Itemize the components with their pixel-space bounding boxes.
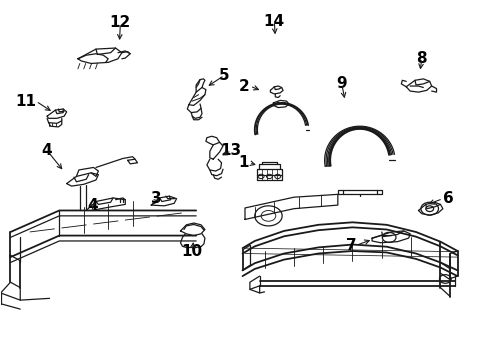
Text: 1: 1 [239, 155, 249, 170]
Text: 5: 5 [219, 68, 230, 83]
Text: 3: 3 [151, 191, 161, 206]
Text: 12: 12 [110, 15, 131, 31]
Text: 2: 2 [239, 78, 250, 94]
Text: 4: 4 [42, 143, 52, 158]
Text: 11: 11 [15, 94, 36, 109]
Text: 6: 6 [443, 191, 454, 206]
Text: 10: 10 [182, 244, 203, 259]
Text: 9: 9 [337, 76, 347, 91]
Text: 4: 4 [87, 198, 98, 213]
Text: 8: 8 [416, 50, 427, 66]
Text: 14: 14 [264, 14, 285, 29]
Text: 13: 13 [221, 143, 242, 158]
Text: 7: 7 [346, 238, 356, 253]
